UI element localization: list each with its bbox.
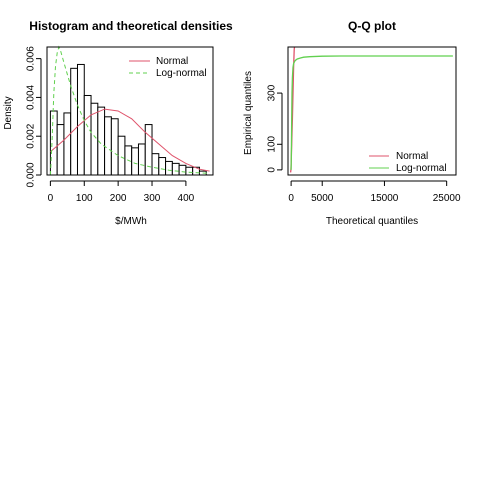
histogram-bar xyxy=(49,110,58,176)
qq-legend: Normal Log-normal xyxy=(369,151,447,174)
histogram-curve-log-normal xyxy=(49,45,210,176)
qq-y-tick-label: 100 xyxy=(267,136,278,153)
histogram-bar xyxy=(76,63,85,176)
qq-x-tick-label: 15000 xyxy=(371,193,399,204)
qq-x-tick-label: 0 xyxy=(288,193,294,204)
qq-panel: Q-Q plot Theoretical quantiles Empirical… xyxy=(243,19,461,227)
qq-x-axis-label: Theoretical quantiles xyxy=(326,216,418,227)
qq-legend-normal-label: Normal xyxy=(396,151,428,162)
qq-x-tick-label: 25000 xyxy=(433,193,461,204)
histogram-y-axis-label: Density xyxy=(3,96,14,129)
histogram-curve-normal xyxy=(50,108,210,172)
histogram-bar xyxy=(131,147,139,176)
histogram-bars xyxy=(49,63,207,176)
qq-legend-lognormal-label: Log-normal xyxy=(396,163,447,174)
histogram-legend-lognormal-label: Log-normal xyxy=(156,68,207,79)
qq-y-tick-label: 300 xyxy=(267,84,278,101)
histogram-bar xyxy=(56,124,65,176)
histogram-density-curves xyxy=(49,45,210,176)
qq-x-axis: 0 5000 15000 25000 xyxy=(288,180,461,204)
qq-y-tick-label: 0 xyxy=(267,167,278,173)
histogram-x-axis: 0 100 200 300 400 xyxy=(48,180,195,204)
histogram-y-tick-label: 0.002 xyxy=(26,123,37,148)
histogram-x-tick-label: 300 xyxy=(144,193,161,204)
qq-curves xyxy=(289,46,453,173)
histogram-bar xyxy=(70,67,78,176)
histogram-bar xyxy=(144,124,153,176)
histogram-x-tick-label: 100 xyxy=(76,193,93,204)
histogram-bar xyxy=(178,164,187,176)
histogram-x-axis-label: $/MWh xyxy=(115,216,147,227)
qq-x-tick-label: 5000 xyxy=(311,193,334,204)
histogram-y-tick-label: 0.006 xyxy=(26,46,37,71)
histogram-plot-frame xyxy=(46,46,214,176)
histogram-bar xyxy=(83,94,92,176)
qq-y-axis: 0 100 300 xyxy=(267,84,283,173)
histogram-x-tick-label: 400 xyxy=(178,193,195,204)
histogram-bar xyxy=(110,118,119,176)
histogram-bar xyxy=(158,157,167,176)
histogram-title: Histogram and theoretical densities xyxy=(29,19,233,33)
histogram-y-tick-label: 0.000 xyxy=(26,162,37,187)
histogram-bar xyxy=(137,143,146,176)
qq-curve-log-normal xyxy=(290,55,453,170)
histogram-x-tick-label: 0 xyxy=(48,193,54,204)
histogram-bar xyxy=(151,153,160,176)
histogram-bar xyxy=(104,116,112,176)
histogram-bar xyxy=(185,166,194,176)
histogram-bar xyxy=(117,135,126,176)
qq-title: Q-Q plot xyxy=(348,19,396,33)
histogram-legend: Normal Log-normal xyxy=(129,56,207,79)
histogram-x-tick-label: 200 xyxy=(110,193,127,204)
histogram-legend-normal-label: Normal xyxy=(156,56,188,67)
qq-y-axis-label: Empirical quantiles xyxy=(243,71,254,155)
histogram-bar xyxy=(171,162,180,176)
qq-plot-frame xyxy=(287,46,457,176)
histogram-y-axis: 0.000 0.002 0.004 0.006 xyxy=(26,46,42,188)
histogram-bar xyxy=(63,112,72,176)
histogram-panel: Histogram and theoretical densities $/MW… xyxy=(3,19,233,227)
histogram-bar xyxy=(165,160,173,176)
histogram-y-tick-label: 0.004 xyxy=(26,84,37,109)
